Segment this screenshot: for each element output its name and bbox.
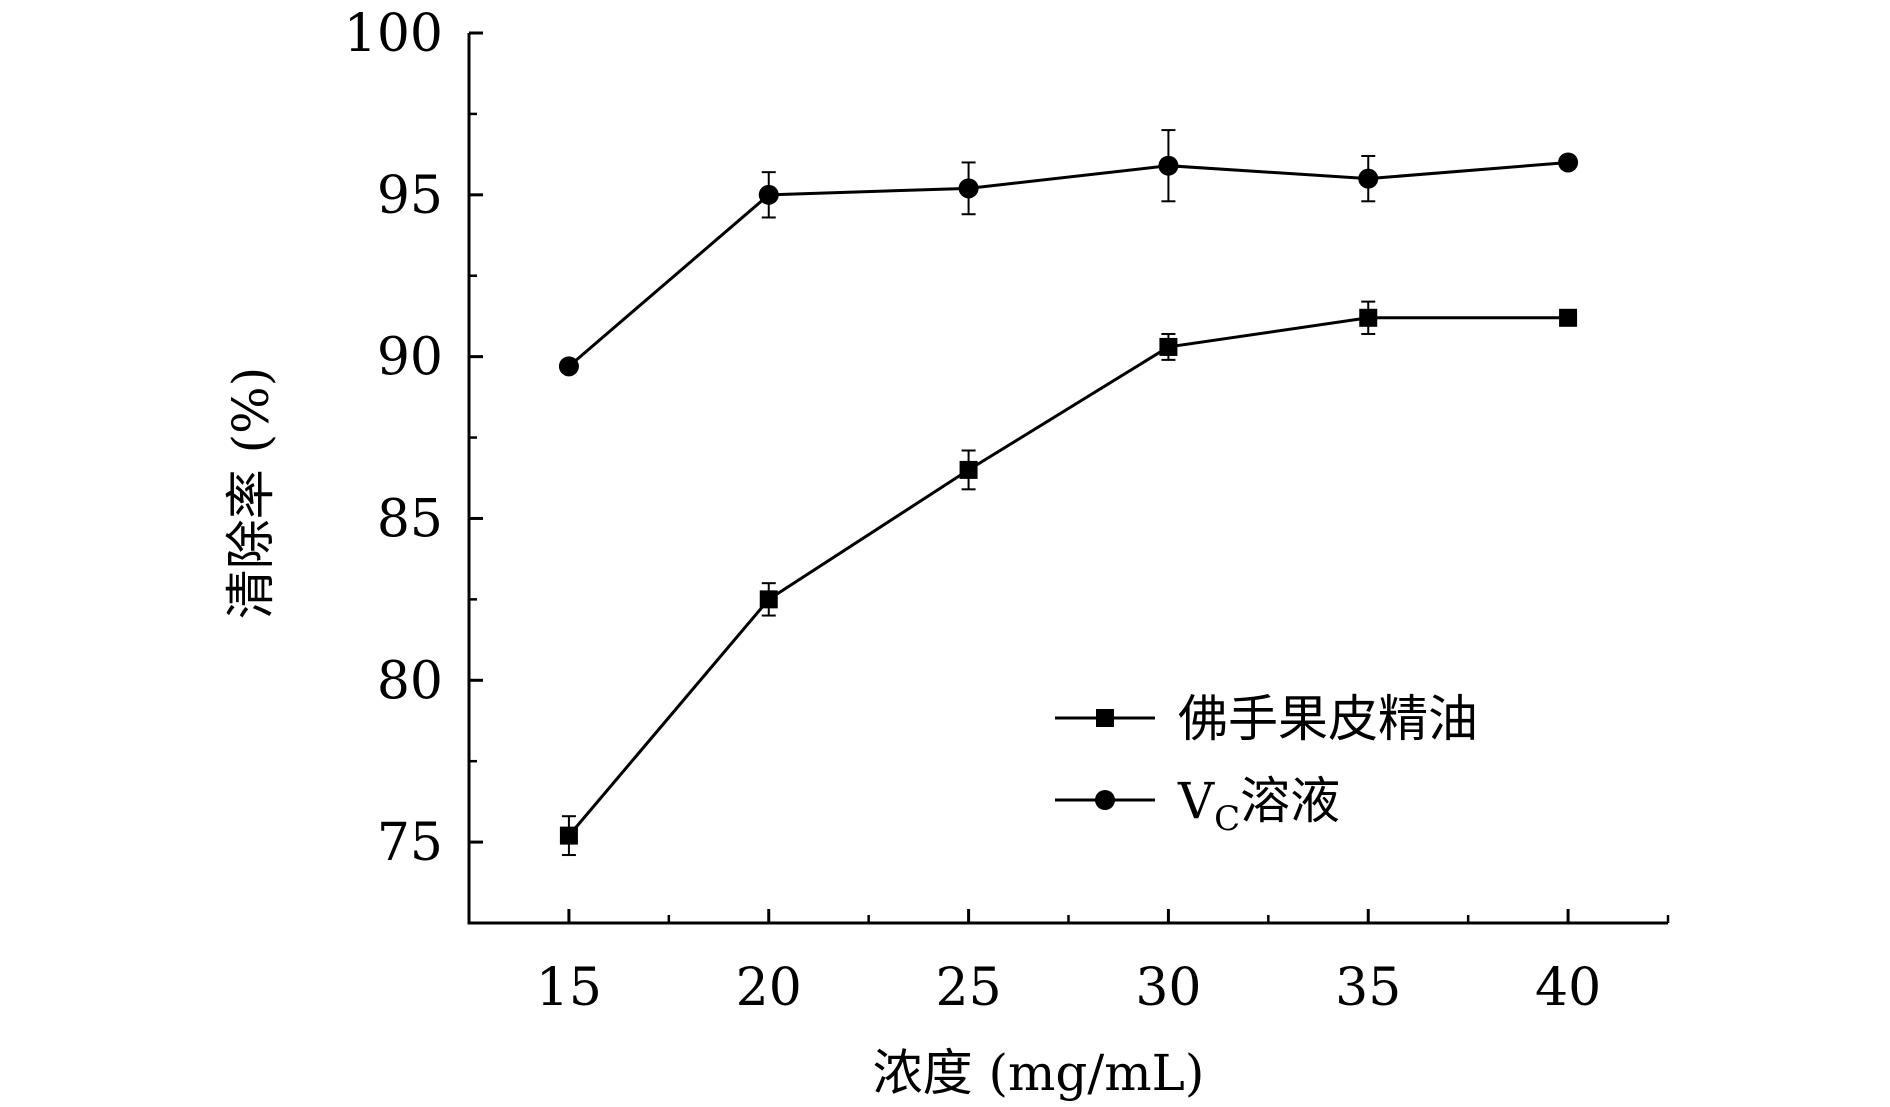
legend-label-essential-oil: 佛手果皮精油 xyxy=(1178,690,1478,748)
data-point-circle xyxy=(1558,152,1579,173)
legend: 佛手果皮精油 VC溶液 xyxy=(1055,690,1478,839)
legend-marker-circle xyxy=(1095,790,1115,810)
data-point-square xyxy=(559,826,578,845)
data-point-circle xyxy=(558,356,579,377)
x-axis-label: 浓度 (mg/mL) xyxy=(873,1044,1205,1102)
axes xyxy=(467,33,1668,925)
ticks xyxy=(469,31,1670,923)
x-tick-label: 30 xyxy=(1135,958,1201,1018)
legend-label-vc-subscript: C xyxy=(1214,799,1240,839)
x-tick-label: 20 xyxy=(736,958,802,1018)
data-point-square xyxy=(959,460,978,479)
y-tick-label: 80 xyxy=(377,651,443,711)
y-tick-label: 100 xyxy=(344,4,443,64)
y-tick-label: 85 xyxy=(377,489,443,549)
legend-label-vc: VC溶液 xyxy=(1177,772,1340,839)
series-layer xyxy=(558,129,1579,857)
legend-label-vc-suffix: 溶液 xyxy=(1240,772,1340,830)
series-line xyxy=(567,160,1569,368)
data-point-square xyxy=(1559,308,1578,327)
x-tick-label: 15 xyxy=(536,958,602,1018)
data-point-square xyxy=(1359,308,1378,327)
legend-label-vc-main: V xyxy=(1177,772,1215,830)
x-tick-label: 35 xyxy=(1335,958,1401,1018)
series-vc-solution xyxy=(558,129,1579,377)
data-point-circle xyxy=(758,184,779,205)
data-point-circle xyxy=(1158,155,1179,176)
x-tick-label: 25 xyxy=(935,958,1001,1018)
series-line xyxy=(567,316,1569,837)
series-essential-oil xyxy=(559,300,1578,857)
x-tick-label: 40 xyxy=(1535,958,1601,1018)
y-tick-label: 75 xyxy=(377,813,443,873)
tick-labels: 75 80 85 90 95 100 15 20 25 30 35 40 xyxy=(344,4,1601,1018)
data-point-square xyxy=(759,590,778,609)
data-point-circle xyxy=(958,178,979,199)
legend-marker-square xyxy=(1096,709,1114,727)
data-point-square xyxy=(1159,337,1178,356)
y-tick-label: 95 xyxy=(377,166,443,226)
y-tick-label: 90 xyxy=(377,328,443,388)
data-point-circle xyxy=(1358,168,1379,189)
y-axis-label: 清除率 (%) xyxy=(222,367,280,619)
